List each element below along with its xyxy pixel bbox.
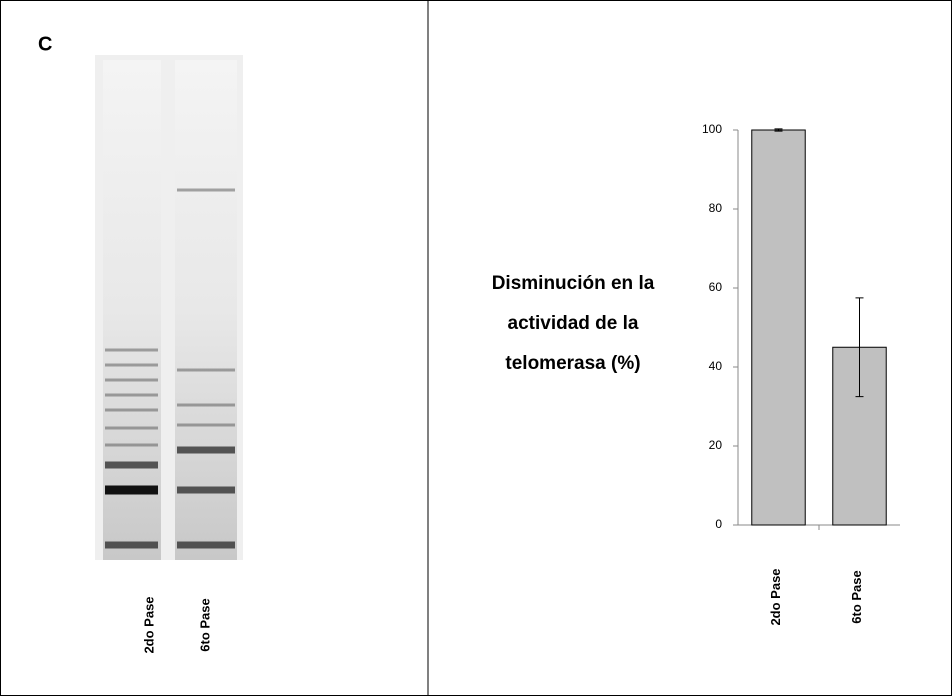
y-axis-label: Disminución en la: [492, 273, 655, 294]
y-tick-label: 60: [709, 280, 723, 294]
bar-chart: Disminución en la actividad de la telomera…: [492, 122, 900, 625]
y-axis-label: telomerasa (%): [505, 353, 640, 374]
panel-label: C: [38, 33, 52, 55]
bar: [752, 130, 805, 525]
y-tick-label: 80: [709, 201, 723, 215]
x-tick-label: 6to Pase: [849, 570, 864, 623]
y-axis-label: actividad de la: [508, 313, 639, 334]
x-tick-label: 2do Pase: [768, 568, 783, 625]
y-tick-label: 0: [715, 517, 722, 531]
lane-label: 2do Pase: [141, 596, 156, 653]
y-tick-label: 40: [709, 359, 723, 373]
y-tick-label: 20: [709, 438, 723, 452]
y-tick-label: 100: [702, 122, 722, 136]
gel-image: [95, 55, 243, 560]
lane-label: 6to Pase: [197, 598, 212, 651]
figure: C 2do Pase 6to Pase Disminución en la act…: [0, 0, 952, 696]
